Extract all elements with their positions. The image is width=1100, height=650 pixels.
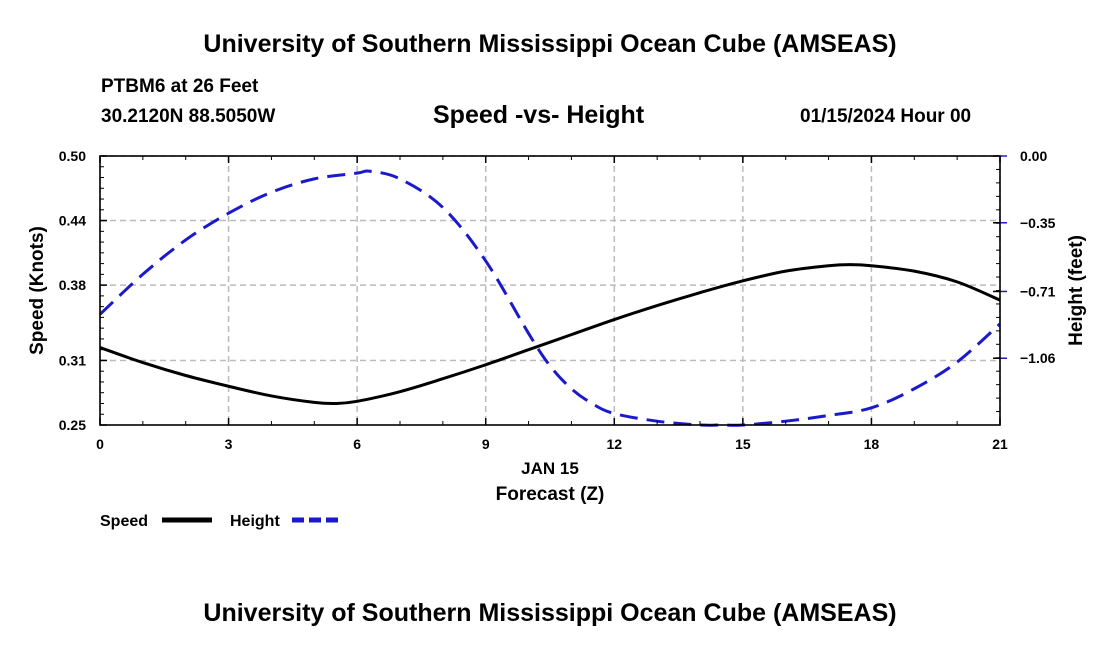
x-tick-label: 3 — [225, 436, 233, 452]
height-series-line — [98, 169, 1001, 427]
axes — [99, 155, 1007, 426]
y-tick-label: 0.50 — [59, 148, 86, 164]
station-label: PTBM6 at 26 Feet — [101, 76, 259, 97]
y2-axis-label: Height (feet) — [1066, 235, 1087, 346]
legend-label-speed: Speed — [100, 513, 148, 530]
y-tick-label: 0.44 — [59, 213, 86, 229]
y-tick-label: 0.31 — [59, 352, 86, 368]
y-tick-label: 0.38 — [59, 277, 86, 293]
y2-tick-label: −1.06 — [1020, 350, 1056, 366]
x-tick-label: 18 — [864, 436, 880, 452]
speed-series-line — [99, 263, 1001, 406]
chart-title: Speed -vs- Height — [433, 101, 645, 129]
y2-tick-label: −0.35 — [1020, 215, 1056, 231]
y-axis-label: Speed (Knots) — [27, 226, 48, 355]
legend-label-height: Height — [230, 513, 280, 530]
footer-title: University of Southern Mississippi Ocean… — [203, 599, 897, 627]
x-axis-label: Forecast (Z) — [496, 484, 605, 505]
main-title: University of Southern Mississippi Ocean… — [203, 30, 897, 58]
y2-tick-label: −0.71 — [1020, 283, 1056, 299]
x-tick-label: 21 — [992, 436, 1008, 452]
x-tick-label: 12 — [606, 436, 622, 452]
x-tick-label: 9 — [482, 436, 490, 452]
plot-frame — [99, 155, 1001, 426]
x-tick-label: 0 — [96, 436, 104, 452]
station-coordinates: 30.2120N 88.5050W — [101, 106, 276, 127]
axis-labels: 0 3 6 9 12 15 18 21 0.25 0.31 0.38 0.44 0.50 0.00 −0.3… — [27, 148, 1087, 505]
y2-tick-label: 0.00 — [1020, 148, 1047, 164]
grid — [99, 155, 1001, 425]
series-layer — [98, 169, 1001, 427]
x-tick-label: 6 — [353, 436, 361, 452]
speed-height-chart: 0 3 6 9 12 15 18 21 0.25 0.31 0.38 0.44 0.50 0.00 −0.3… — [27, 148, 1087, 530]
y-tick-label: 0.25 — [59, 417, 86, 433]
legend: Speed Height — [100, 513, 342, 530]
forecast-datetime: 01/15/2024 Hour 00 — [800, 106, 972, 127]
x-tick-label: 15 — [735, 436, 751, 452]
x-date-label: JAN 15 — [521, 459, 579, 478]
